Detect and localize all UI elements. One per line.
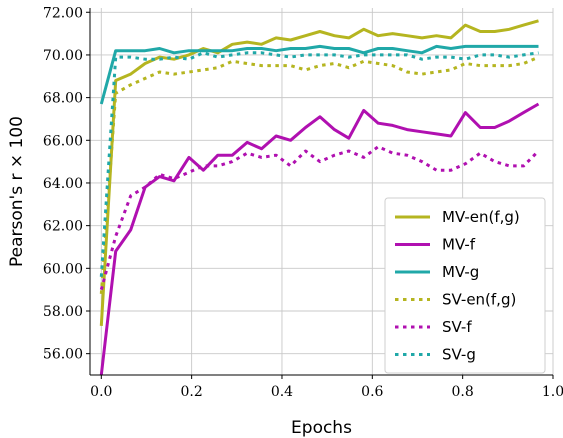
legend-box [384,197,546,374]
x-tick-label: 1.0 [542,384,563,400]
legend: MV-en(f,g) MV-f MV-g SV-en(f,g) SV-f SV-g [384,197,546,374]
y-axis-title: Pearson's r × 100 [7,116,27,267]
y-tick-label: 68.00 [43,91,83,107]
series-line-mv-g [99,44,539,105]
legend-label: MV-f [442,236,476,254]
y-tick-label: 72.00 [43,5,83,21]
x-tick-label: 0.8 [452,384,474,400]
legend-label: MV-en(f,g) [442,208,520,226]
x-tick-label: 0.4 [271,384,293,400]
series-line-mv-f [99,102,540,375]
y-tick-label: 58.00 [43,304,83,320]
legend-label: SV-f [442,318,472,336]
axes [86,8,554,379]
x-tick-label: 0.2 [181,384,203,400]
x-axis-title: Epochs [291,418,352,438]
legend-label: MV-g [442,263,479,281]
series-lines [99,19,540,375]
series-line-sv-f [99,145,540,291]
x-tick-label: 0.6 [361,384,383,400]
series-line-sv-en-f-g [99,55,540,295]
series-line-mv-en-f-g [99,19,539,326]
y-tick-label: 66.00 [43,133,83,149]
y-tick-label: 70.00 [43,48,83,64]
y-tick-label: 60.00 [43,261,83,277]
tick-labels: 0.0 0.2 0.4 0.6 0.8 1.0 56.00 58.00 60.00 62.00 64… [43,5,563,400]
x-tick-label: 0.0 [90,384,112,400]
y-tick-label: 62.00 [43,219,83,235]
legend-label: SV-en(f,g) [442,291,516,309]
y-tick-label: 64.00 [43,176,83,192]
legend-label: SV-g [442,346,476,364]
y-tick-label: 56.00 [43,347,83,363]
